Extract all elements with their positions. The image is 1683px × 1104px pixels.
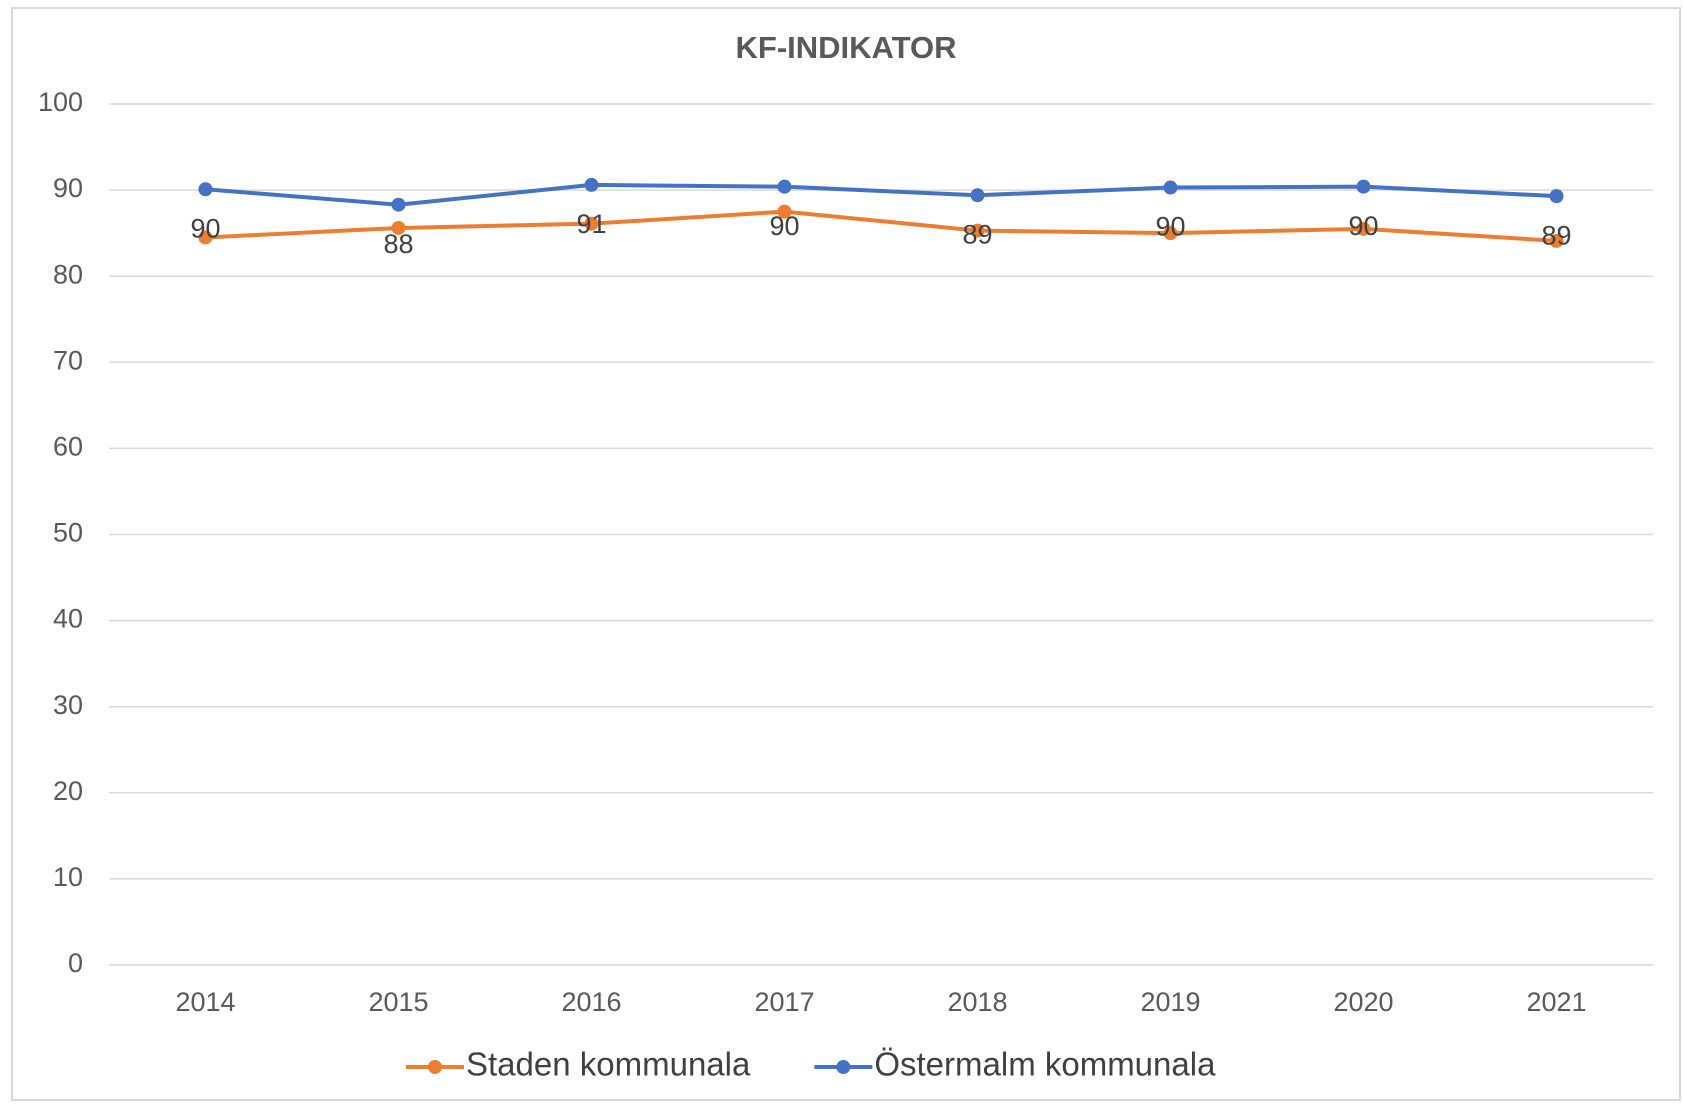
point — [777, 204, 792, 219]
legend-marker — [428, 1060, 442, 1074]
point — [970, 188, 985, 203]
y-tick-label: 50 — [53, 518, 83, 548]
data-label: 90 — [769, 211, 799, 241]
data-label: 90 — [1155, 212, 1185, 242]
point — [391, 220, 406, 235]
point — [777, 179, 792, 194]
y-tick-label: 70 — [53, 345, 83, 375]
point — [584, 216, 599, 231]
data-label: 89 — [1541, 220, 1571, 250]
data-label: 88 — [383, 229, 413, 259]
y-tick-label: 100 — [38, 87, 83, 117]
x-tick-label: 2018 — [947, 987, 1007, 1017]
point — [1356, 179, 1371, 194]
x-tick-label: 2014 — [175, 987, 235, 1017]
y-tick-label: 10 — [53, 862, 83, 892]
point — [391, 197, 406, 212]
chart-frame — [11, 7, 1681, 1101]
point — [970, 223, 985, 238]
data-label: 90 — [190, 213, 220, 243]
point — [1549, 233, 1564, 248]
y-tick-label: 0 — [68, 948, 83, 978]
chart-title: KF-INDIKATOR — [736, 30, 957, 65]
data-label: 89 — [962, 219, 992, 249]
point — [1163, 180, 1178, 195]
y-tick-label: 90 — [53, 173, 83, 203]
legend-marker — [836, 1060, 851, 1074]
y-tick-label: 30 — [53, 690, 83, 720]
point — [584, 177, 599, 192]
legend-label: Östermalm kommunala — [874, 1046, 1216, 1083]
point — [1356, 221, 1371, 236]
point — [1549, 189, 1564, 204]
data-label: 91 — [576, 209, 606, 239]
data-label: 90 — [1348, 211, 1378, 241]
series-line — [205, 182, 1557, 207]
point — [198, 230, 213, 245]
y-tick-label: 20 — [53, 776, 83, 806]
x-tick-label: 2019 — [1140, 987, 1200, 1017]
point — [198, 182, 213, 197]
x-tick-label: 2020 — [1333, 987, 1393, 1017]
y-tick-label: 80 — [53, 259, 83, 289]
y-tick-label: 60 — [53, 432, 83, 462]
x-tick-label: 2017 — [754, 987, 814, 1017]
legend-label: Staden kommunala — [466, 1046, 751, 1083]
y-tick-label: 40 — [53, 604, 83, 634]
x-tick-label: 2021 — [1526, 987, 1586, 1017]
x-tick-label: 2016 — [561, 987, 621, 1017]
series-line — [205, 209, 1557, 243]
point — [1163, 226, 1178, 241]
x-tick-label: 2015 — [368, 987, 428, 1017]
